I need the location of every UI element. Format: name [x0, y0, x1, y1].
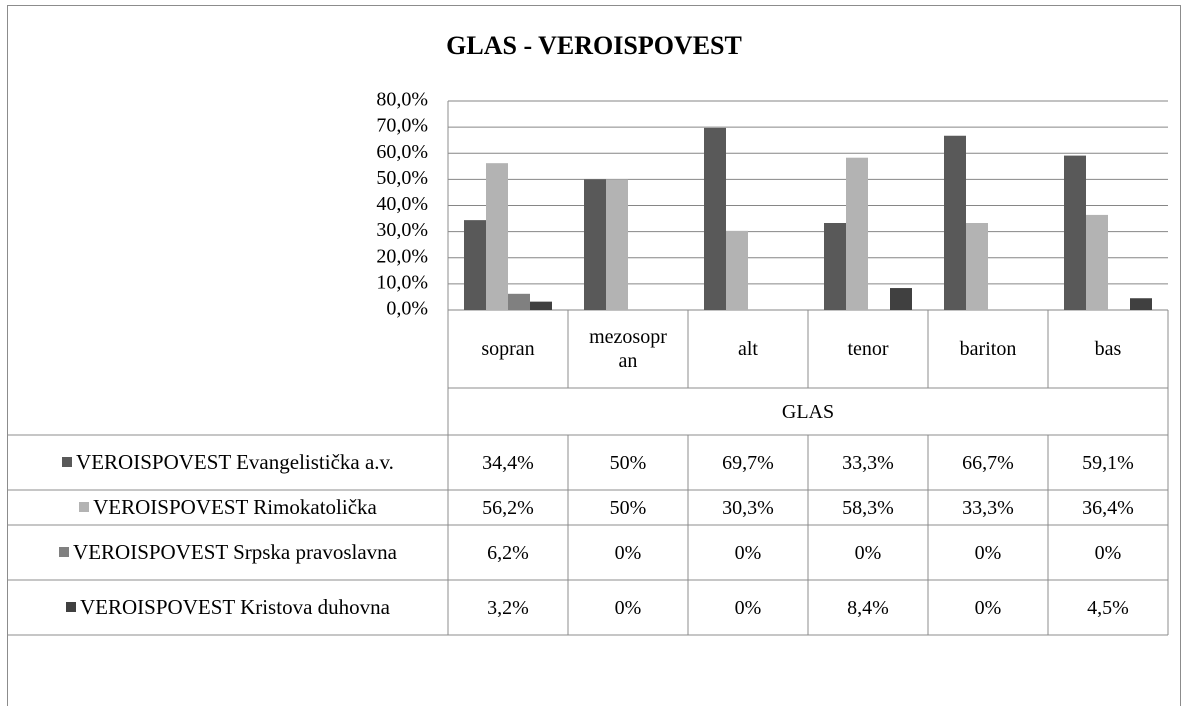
table-value: 59,1%	[1082, 451, 1134, 474]
table-value: 0%	[1094, 541, 1122, 564]
y-tick-label: 0,0%	[386, 298, 428, 320]
legend-label: VEROISPOVEST Kristova duhovna	[80, 594, 390, 619]
frame	[7, 5, 1181, 706]
y-tick-label: 30,0%	[376, 219, 428, 241]
table-value: 50%	[609, 496, 647, 519]
x-tick-label: mezosopran	[589, 326, 667, 372]
table-value: 3,2%	[487, 596, 529, 619]
table-value: 4,5%	[1087, 596, 1129, 619]
bar	[890, 288, 912, 310]
table-value: 6,2%	[487, 541, 529, 564]
legend-key	[79, 502, 90, 513]
table-value: 66,7%	[962, 451, 1014, 474]
bar	[1130, 298, 1152, 310]
y-tick-label: 40,0%	[376, 193, 428, 215]
x-axis-label: GLAS	[781, 400, 835, 423]
x-tick-label: sopran	[481, 338, 535, 360]
bar	[530, 301, 552, 310]
legend-entry: VEROISPOVEST Kristova duhovna	[10, 580, 446, 635]
bar	[726, 230, 748, 310]
table-value: 34,4%	[482, 451, 534, 474]
legend-label: VEROISPOVEST Srpska pravoslavna	[73, 539, 397, 564]
table-value: 8,4%	[847, 596, 889, 619]
legend-key	[66, 602, 77, 613]
table-value: 36,4%	[1082, 496, 1134, 519]
table-value: 69,7%	[722, 451, 774, 474]
bar	[584, 179, 606, 310]
bar	[1086, 214, 1108, 310]
bar	[486, 163, 508, 310]
bar	[464, 220, 486, 310]
table-value: 33,3%	[842, 451, 894, 474]
legend-entry: VEROISPOVEST Rimokatolička	[10, 490, 446, 525]
legend-key	[62, 457, 73, 468]
table-value: 33,3%	[962, 496, 1014, 519]
y-tick-label: 10,0%	[376, 271, 428, 293]
bar	[944, 135, 966, 310]
bar	[704, 127, 726, 310]
y-tick-label: 60,0%	[376, 141, 428, 163]
bar	[824, 223, 846, 310]
legend-label: VEROISPOVEST Evangelistička a.v.	[76, 449, 394, 474]
table-value: 0%	[734, 596, 762, 619]
table-value: 58,3%	[842, 496, 894, 519]
bar	[966, 223, 988, 310]
y-tick-label: 50,0%	[376, 167, 428, 189]
y-tick-label: 70,0%	[376, 115, 428, 137]
bar	[846, 157, 868, 310]
table-value: 0%	[614, 596, 642, 619]
table-value: 0%	[614, 541, 642, 564]
bar	[1064, 155, 1086, 310]
table-value: 50%	[609, 451, 647, 474]
x-tick-label: bariton	[959, 338, 1017, 360]
x-tick-label: alt	[738, 338, 758, 360]
table-value: 0%	[854, 541, 882, 564]
table-value: 30,3%	[722, 496, 774, 519]
y-tick-label: 20,0%	[376, 245, 428, 267]
y-tick-label: 80,0%	[376, 89, 428, 111]
bar	[508, 293, 530, 310]
legend-key	[59, 547, 70, 558]
legend-label-wrap: VEROISPOVEST Rimokatolička	[79, 495, 377, 520]
bar	[606, 179, 628, 310]
table-value: 56,2%	[482, 496, 534, 519]
legend-entry: VEROISPOVEST Srpska pravoslavna	[10, 525, 446, 580]
x-tick-label: tenor	[847, 338, 889, 360]
legend-label-wrap: VEROISPOVEST Evangelistička a.v.	[62, 450, 394, 475]
x-tick-label: bas	[1094, 338, 1122, 360]
chart-title: GLAS - VEROISPOVEST	[446, 31, 742, 60]
legend-entry: VEROISPOVEST Evangelistička a.v.	[10, 435, 446, 490]
table-value: 0%	[734, 541, 762, 564]
legend-label-wrap: VEROISPOVEST Kristova duhovna	[66, 595, 390, 620]
table-value: 0%	[974, 596, 1002, 619]
table-value: 0%	[974, 541, 1002, 564]
legend-label: VEROISPOVEST Rimokatolička	[93, 494, 377, 519]
legend-label-wrap: VEROISPOVEST Srpska pravoslavna	[59, 540, 397, 565]
